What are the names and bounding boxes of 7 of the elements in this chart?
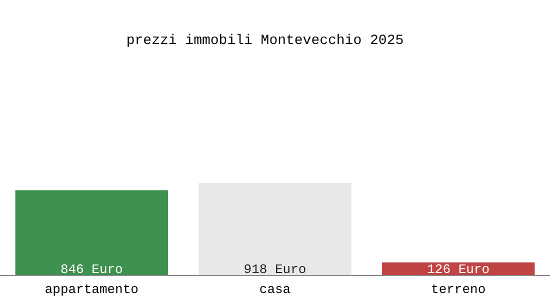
chart-title: prezzi immobili Montevecchio 2025 — [126, 33, 404, 49]
x-tick-label: appartamento — [44, 282, 138, 297]
x-tick-label: casa — [259, 282, 291, 297]
data-label: 846 Euro — [60, 262, 123, 277]
data-label: 918 Euro — [244, 262, 306, 277]
data-label: 126 Euro — [427, 262, 490, 277]
x-tick-label: terreno — [431, 282, 486, 297]
